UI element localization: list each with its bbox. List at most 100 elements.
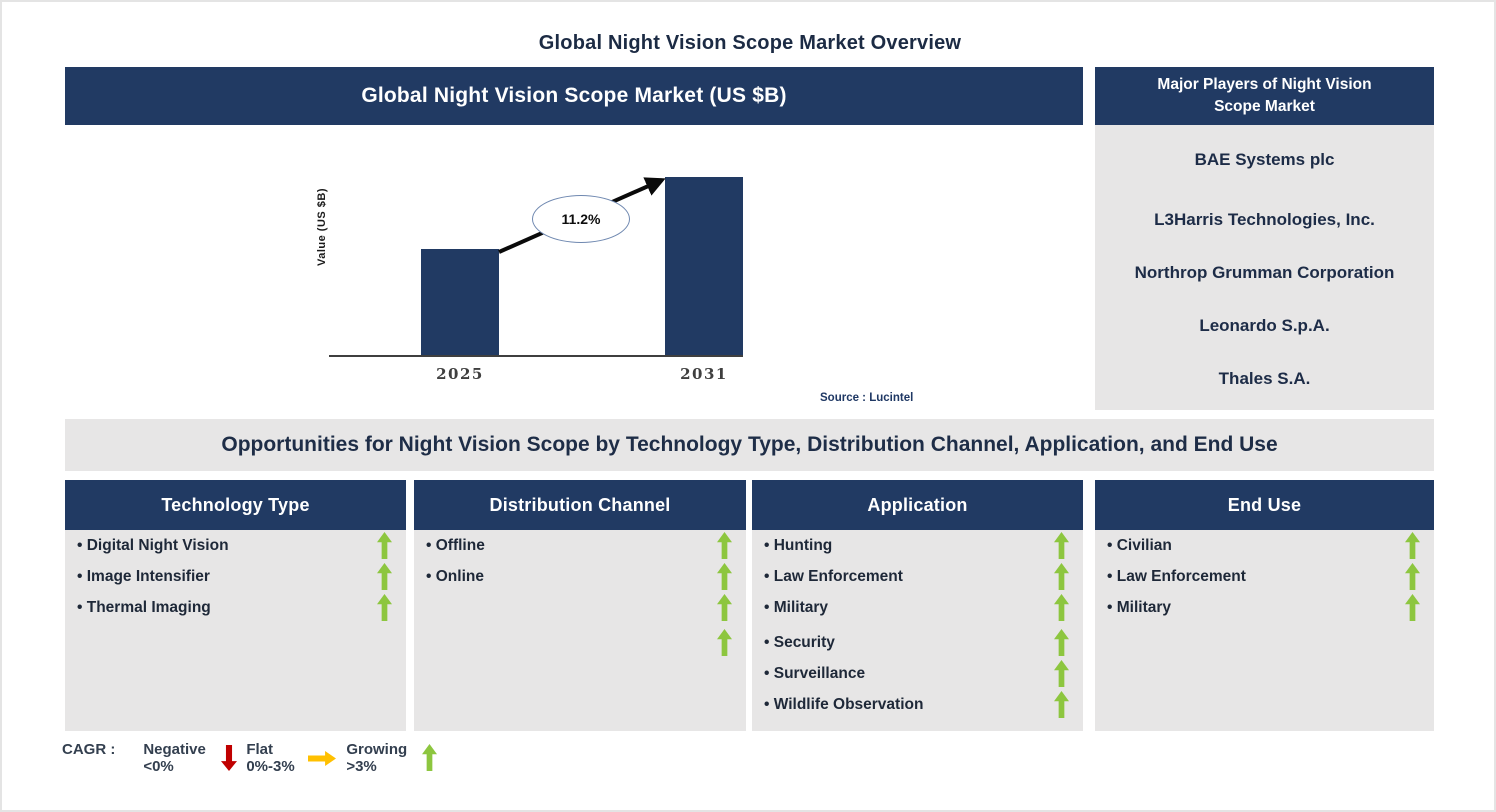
company-name: Thales S.A. bbox=[1218, 369, 1311, 388]
panel-row: • Surveillance bbox=[752, 658, 1083, 689]
arrow-up-icon bbox=[1054, 629, 1069, 656]
growth-arrow bbox=[1054, 594, 1069, 621]
growth-arrow bbox=[1405, 594, 1420, 621]
panel-item-label: • Law Enforcement bbox=[1107, 567, 1246, 585]
panel-row: • Wildlife Observation bbox=[752, 689, 1083, 720]
arrow-up-icon bbox=[1054, 563, 1069, 590]
panel-item-label: • Civilian bbox=[1107, 536, 1172, 554]
growth-arrow bbox=[1054, 563, 1069, 590]
page-title: Global Night Vision Scope Market Overvie… bbox=[538, 32, 962, 54]
x-tick-label: 2031 bbox=[680, 365, 728, 383]
arrow-up-icon bbox=[1054, 660, 1069, 687]
panel-row bbox=[414, 627, 746, 658]
chart-panel-title: Global Night Vision Scope Market (US $B) bbox=[361, 84, 787, 107]
growth-arrow bbox=[717, 563, 732, 590]
arrow-up-icon bbox=[377, 532, 392, 559]
company-name: BAE Systems plc bbox=[1194, 150, 1335, 169]
cagr-value: 11.2% bbox=[561, 211, 601, 227]
arrow-up-icon bbox=[1405, 532, 1420, 559]
arrow-up-icon bbox=[422, 744, 438, 771]
arrow-up-icon bbox=[1054, 691, 1069, 718]
panel-item-label: • Military bbox=[764, 598, 828, 616]
company-name: Northrop Grumman Corporation bbox=[1134, 263, 1395, 282]
growth-arrow bbox=[717, 532, 732, 559]
growth-arrow bbox=[1054, 629, 1069, 656]
legend-entry-negative: Negative <0% bbox=[143, 741, 206, 775]
panel-distribution-channel: Distribution Channel • Offline • Online bbox=[414, 480, 746, 731]
legend-arrow-down bbox=[221, 745, 238, 771]
panel-end-use: End Use • Civilian • Law Enforcement • Mil… bbox=[1095, 480, 1434, 731]
panel-item-label: • Thermal Imaging bbox=[77, 598, 211, 616]
arrow-up-icon bbox=[1405, 594, 1420, 621]
cagr-legend: CAGR : Negative <0% Flat 0%-3% Growing >3% bbox=[62, 741, 438, 775]
legend-prefix: CAGR : bbox=[62, 741, 116, 758]
chart-panel-header: Global Night Vision Scope Market (US $B) bbox=[65, 67, 1083, 125]
source-note: Source : Lucintel bbox=[820, 392, 914, 404]
panel-item-label: • Hunting bbox=[764, 536, 833, 554]
legend-arrow-right bbox=[308, 751, 337, 766]
panel-row: • Thermal Imaging bbox=[65, 592, 406, 623]
players-header-line1: Major Players of Night Vision bbox=[1157, 76, 1372, 93]
growth-arrow bbox=[1405, 532, 1420, 559]
panel-row: • Law Enforcement bbox=[752, 561, 1083, 592]
legend-entry-flat: Flat 0%-3% bbox=[246, 741, 295, 775]
growth-arrow-icon bbox=[498, 177, 666, 254]
panel-row: • Law Enforcement bbox=[1095, 561, 1434, 592]
growth-arrow bbox=[717, 629, 732, 656]
growth-arrow bbox=[1054, 532, 1069, 559]
panel-item-label: • Surveillance bbox=[764, 664, 866, 682]
panel-row: • Digital Night Vision bbox=[65, 530, 406, 561]
panel-row bbox=[414, 592, 746, 623]
panel-header: Distribution Channel bbox=[414, 480, 746, 530]
panel-row: • Security bbox=[752, 627, 1083, 658]
bar-2031 bbox=[665, 177, 743, 355]
panel-row: • Offline bbox=[414, 530, 746, 561]
panel-body: • Offline • Online bbox=[414, 530, 746, 731]
panel-body: • Hunting • Law Enforcement • Military • Se… bbox=[752, 530, 1083, 731]
arrow-up-icon bbox=[717, 563, 732, 590]
players-header-line2: Scope Market bbox=[1214, 98, 1315, 115]
legend-arrow-up bbox=[422, 744, 438, 771]
company-name: L3Harris Technologies, Inc. bbox=[1154, 210, 1375, 229]
x-axis-line bbox=[329, 355, 743, 357]
arrow-up-icon bbox=[377, 594, 392, 621]
panel-item-label: • Offline bbox=[426, 536, 485, 554]
arrow-up-icon bbox=[1054, 594, 1069, 621]
panel-row: • Military bbox=[1095, 592, 1434, 623]
company-name: Leonardo S.p.A. bbox=[1199, 316, 1330, 335]
panel-technology-type: Technology Type • Digital Night Vision • … bbox=[65, 480, 406, 731]
growth-arrow bbox=[717, 594, 732, 621]
cagr-badge: 11.2% bbox=[532, 195, 630, 243]
growth-arrow bbox=[377, 594, 392, 621]
players-panel-body: BAE Systems plc L3Harris Technologies, In… bbox=[1095, 125, 1434, 410]
arrow-down-icon bbox=[221, 745, 238, 771]
opportunities-banner: Opportunities for Night Vision Scope by … bbox=[65, 419, 1434, 471]
panel-item-label: • Digital Night Vision bbox=[77, 536, 229, 554]
arrow-up-icon bbox=[1405, 563, 1420, 590]
arrow-right-icon bbox=[308, 751, 337, 766]
panel-item-label: • Security bbox=[764, 633, 835, 651]
panel-row: • Hunting bbox=[752, 530, 1083, 561]
panel-header: Application bbox=[752, 480, 1083, 530]
growth-arrow bbox=[1054, 691, 1069, 718]
panel-item-label: • Image Intensifier bbox=[77, 567, 210, 585]
arrow-up-icon bbox=[717, 594, 732, 621]
growth-arrow bbox=[1054, 660, 1069, 687]
panel-item-label: • Military bbox=[1107, 598, 1171, 616]
panel-body: • Digital Night Vision • Image Intensifie… bbox=[65, 530, 406, 731]
x-tick-label: 2025 bbox=[436, 365, 484, 383]
panel-header: End Use bbox=[1095, 480, 1434, 530]
growth-arrow bbox=[377, 532, 392, 559]
panel-item-label: • Law Enforcement bbox=[764, 567, 903, 585]
arrow-up-icon bbox=[377, 563, 392, 590]
panel-item-label: • Online bbox=[426, 567, 484, 585]
growth-arrow bbox=[377, 563, 392, 590]
arrow-up-icon bbox=[717, 629, 732, 656]
growth-arrow bbox=[1405, 563, 1420, 590]
panel-row: • Civilian bbox=[1095, 530, 1434, 561]
arrow-up-icon bbox=[717, 532, 732, 559]
panel-header: Technology Type bbox=[65, 480, 406, 530]
players-panel-header: Major Players of Night Vision Scope Mark… bbox=[1095, 67, 1434, 125]
bar-chart: Value (US $B) 11.2% 2025 2031 Source : Lu… bbox=[65, 125, 1083, 419]
